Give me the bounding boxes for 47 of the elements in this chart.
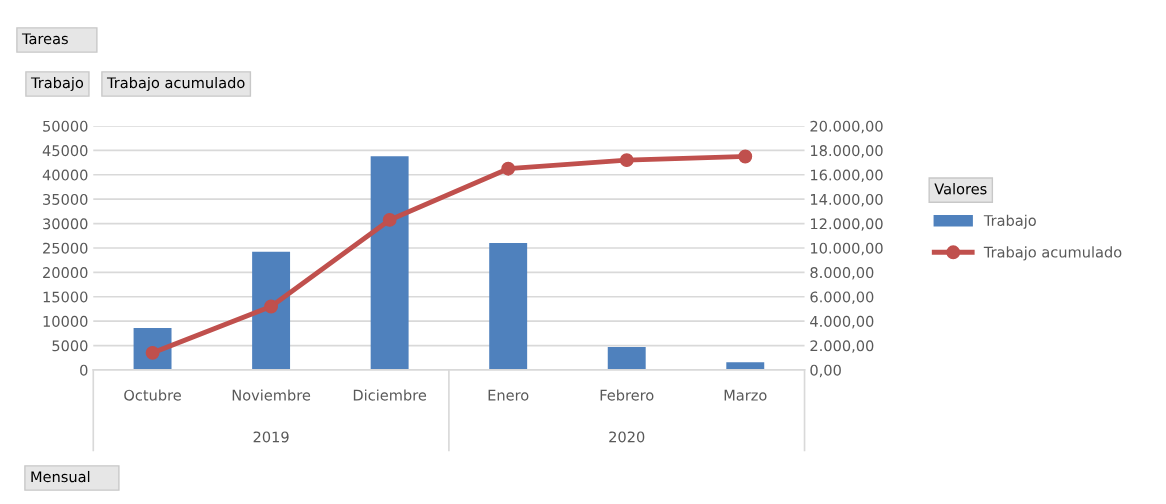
point	[619, 153, 634, 168]
y2-tick-label: 14.000,00	[811, 193, 883, 207]
y2-tick-label: 8.000,00	[810, 267, 874, 280]
y-tick-label: 20000	[43, 267, 88, 279]
y-tick-label: 40000	[42, 169, 88, 181]
y2-tick-label: 0,00	[810, 364, 841, 378]
text: 2020	[609, 431, 645, 443]
y-tick-label: 30000	[43, 218, 88, 230]
y2-tick-label: 18.000,00	[811, 145, 883, 158]
bar	[726, 362, 765, 370]
point	[501, 161, 516, 176]
bar	[252, 251, 291, 370]
legend-label: Trabajo	[983, 214, 1036, 229]
legend-label: Trabajo acumulado	[983, 246, 1122, 261]
y2-tick-label: 12.000,00	[811, 218, 883, 231]
y-tick-label: 35000	[43, 193, 88, 205]
text: Mensual	[31, 470, 90, 483]
text: Trabajo	[30, 76, 84, 92]
x-tick-label: Marzo	[724, 389, 767, 401]
y2-tick-label: 10.000,00	[811, 242, 883, 256]
x-tick-label: Enero	[488, 389, 529, 401]
y-tick-label: 45000	[42, 145, 88, 157]
point	[264, 299, 279, 314]
text: 2019	[253, 431, 289, 443]
text: Tareas	[21, 33, 68, 45]
legend-title: Valores	[934, 183, 987, 195]
bar	[607, 347, 646, 370]
y2-tick-label: 16.000,00	[811, 169, 883, 183]
y2-tick-label: 20.000,00	[810, 120, 883, 134]
x-tick-label: Diciembre	[353, 389, 427, 401]
y-tick-label: 25000	[43, 242, 88, 254]
bar	[370, 156, 409, 370]
y-tick-label: 10000	[43, 315, 88, 327]
y-tick-label: 50000	[43, 120, 88, 132]
y-tick-label: 0	[80, 364, 88, 376]
y-tick-label: 5000	[52, 340, 88, 352]
y2-tick-label: 4.000,00	[810, 315, 874, 329]
y2-tick-label: 2.000,00	[810, 340, 874, 353]
x-tick-label: Noviembre	[232, 389, 311, 401]
y2-tick-label: 6.000,00	[810, 291, 874, 304]
point	[738, 149, 753, 164]
point	[382, 212, 397, 227]
bar	[489, 243, 528, 370]
text: Trabajo acumulado	[106, 76, 245, 92]
x-tick-label: Octubre	[124, 389, 181, 401]
y-tick-label: 15000	[43, 291, 88, 303]
x-tick-label: Febrero	[600, 389, 654, 401]
